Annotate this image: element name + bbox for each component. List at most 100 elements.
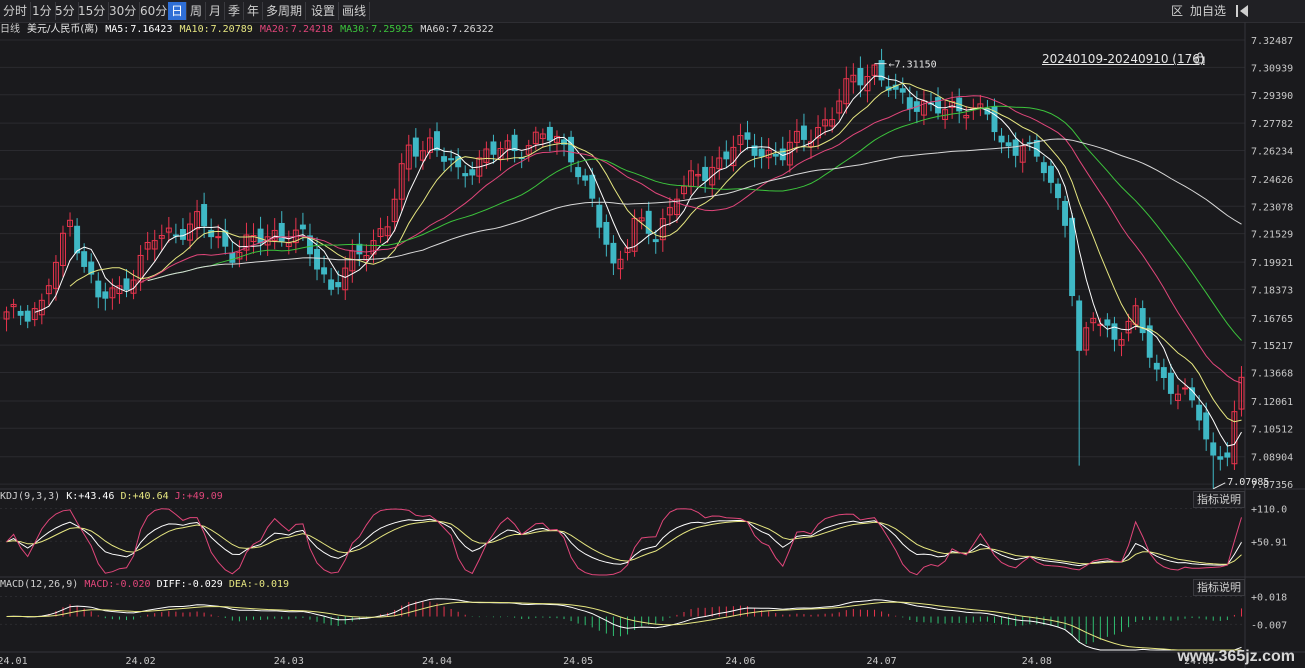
collapse-panel-icon[interactable] <box>1235 2 1249 20</box>
candle-body <box>1040 162 1047 174</box>
kdj-j-value: +49.09 <box>186 491 223 502</box>
kdj-info-bar: KDJ(9,3,3) K:+43.46 D:+40.64 J:+49.09 <box>0 491 223 502</box>
x-tick-label: 24.08 <box>1022 656 1052 667</box>
macd-info-bar: MACD(12,26,9) MACD:-0.020 DIFF:-0.029 DE… <box>0 579 289 590</box>
candle-body <box>1139 308 1146 334</box>
kdj-k-value: +43.46 <box>78 491 115 502</box>
candle-body <box>448 158 455 161</box>
ma60-value: 7.26322 <box>451 24 494 35</box>
candle-body <box>462 173 469 177</box>
candle-body <box>546 126 553 141</box>
period-tab[interactable]: 年 <box>244 2 264 20</box>
candle-body <box>74 225 81 254</box>
low-marker-line <box>1213 482 1226 490</box>
candle-body <box>434 131 440 151</box>
candle-body <box>582 175 589 181</box>
period-tab[interactable]: 15分 <box>75 2 110 20</box>
candle-body <box>130 279 137 294</box>
candle-body <box>144 241 151 250</box>
period-tab[interactable]: 月 <box>206 2 226 20</box>
period-tab[interactable]: 30分 <box>106 2 141 20</box>
candle-body <box>1104 319 1111 326</box>
candle-body <box>709 166 716 186</box>
candle-body <box>102 291 109 299</box>
ma10-label: MA10: <box>179 24 210 35</box>
y-tick-label: 7.24626 <box>1251 175 1293 186</box>
candle-body <box>723 151 730 160</box>
y-tick-label: 7.18373 <box>1251 285 1293 296</box>
candle-body <box>1118 339 1125 346</box>
candle-body <box>441 156 448 162</box>
candle-body <box>384 226 391 237</box>
candle-body <box>822 119 829 127</box>
candle-body <box>730 146 737 167</box>
date-range-label[interactable]: 20240109-20240910 (176) <box>1042 52 1205 66</box>
kdj-y-tick-label: +110.0 <box>1251 505 1287 516</box>
candle-body <box>596 204 603 228</box>
zone-button[interactable]: 区 <box>1171 4 1184 18</box>
candle-body <box>10 303 17 308</box>
y-tick-label: 7.30939 <box>1251 63 1293 74</box>
period-tab[interactable]: 季 <box>225 2 245 20</box>
candle-body <box>815 127 822 139</box>
period-tab[interactable]: 多周期 <box>263 2 307 20</box>
x-tick-label: 24.01 <box>0 656 28 667</box>
period-label: 日线 <box>0 24 20 35</box>
candle-body <box>511 134 518 152</box>
candle-body <box>1047 165 1054 183</box>
candle-body <box>67 219 74 227</box>
period-tab[interactable]: 分时 <box>0 2 32 20</box>
candle-body <box>504 140 511 150</box>
kdj-d-label: D: <box>120 491 133 502</box>
candle-body <box>836 100 843 114</box>
candle-body <box>377 228 384 238</box>
y-tick-label: 7.19921 <box>1251 258 1293 269</box>
candle-body <box>123 278 130 290</box>
ma5-label: MA5: <box>105 24 130 35</box>
candle-body <box>991 106 998 133</box>
period-tab[interactable]: 5分 <box>52 2 79 20</box>
candle-body <box>229 252 236 263</box>
candle-body <box>532 131 539 145</box>
y-tick-label: 7.32487 <box>1251 36 1293 47</box>
x-tick-label: 24.06 <box>725 656 755 667</box>
candle-body <box>1231 411 1238 465</box>
x-tick-label: 24.05 <box>563 656 593 667</box>
period-tab[interactable]: 周 <box>187 2 207 20</box>
candle-body <box>638 217 645 222</box>
lock-icon[interactable] <box>1195 52 1205 67</box>
add-watchlist-button[interactable]: 加自选 <box>1190 4 1227 18</box>
candle-body <box>963 114 970 119</box>
candle-body <box>250 235 257 243</box>
candle-body <box>490 141 497 155</box>
candle-body <box>419 150 426 161</box>
candle-body <box>158 235 165 239</box>
candle-body <box>906 97 913 110</box>
period-tab[interactable]: 日 <box>168 2 188 20</box>
candle-body <box>1224 452 1231 458</box>
candle-body <box>829 119 836 127</box>
macd-explain-button[interactable]: 指标说明 <box>1193 579 1245 596</box>
candle-body <box>695 173 702 177</box>
candle-body <box>935 97 941 114</box>
ma20-label: MA20: <box>259 24 290 35</box>
candle-body <box>356 243 363 255</box>
period-tab[interactable]: 设置 <box>308 2 340 20</box>
kdj-j-label: J: <box>174 491 187 502</box>
y-tick-label: 7.29390 <box>1251 91 1293 102</box>
candle-body <box>151 240 158 250</box>
y-tick-label: 7.07356 <box>1251 480 1293 491</box>
candle-body <box>165 227 172 233</box>
candle-body <box>278 222 285 242</box>
kdj-explain-button[interactable]: 指标说明 <box>1193 491 1245 508</box>
low-marker-label: 7.07085 <box>1227 477 1269 488</box>
candle-body <box>702 166 709 182</box>
period-tab[interactable]: 画线 <box>339 2 371 20</box>
candle-body <box>321 267 328 275</box>
candle-body <box>109 287 116 299</box>
period-tab[interactable]: 1分 <box>29 2 56 20</box>
candle-body <box>236 251 243 260</box>
candle-body <box>469 169 476 176</box>
diff-label: DIFF: <box>156 579 187 590</box>
